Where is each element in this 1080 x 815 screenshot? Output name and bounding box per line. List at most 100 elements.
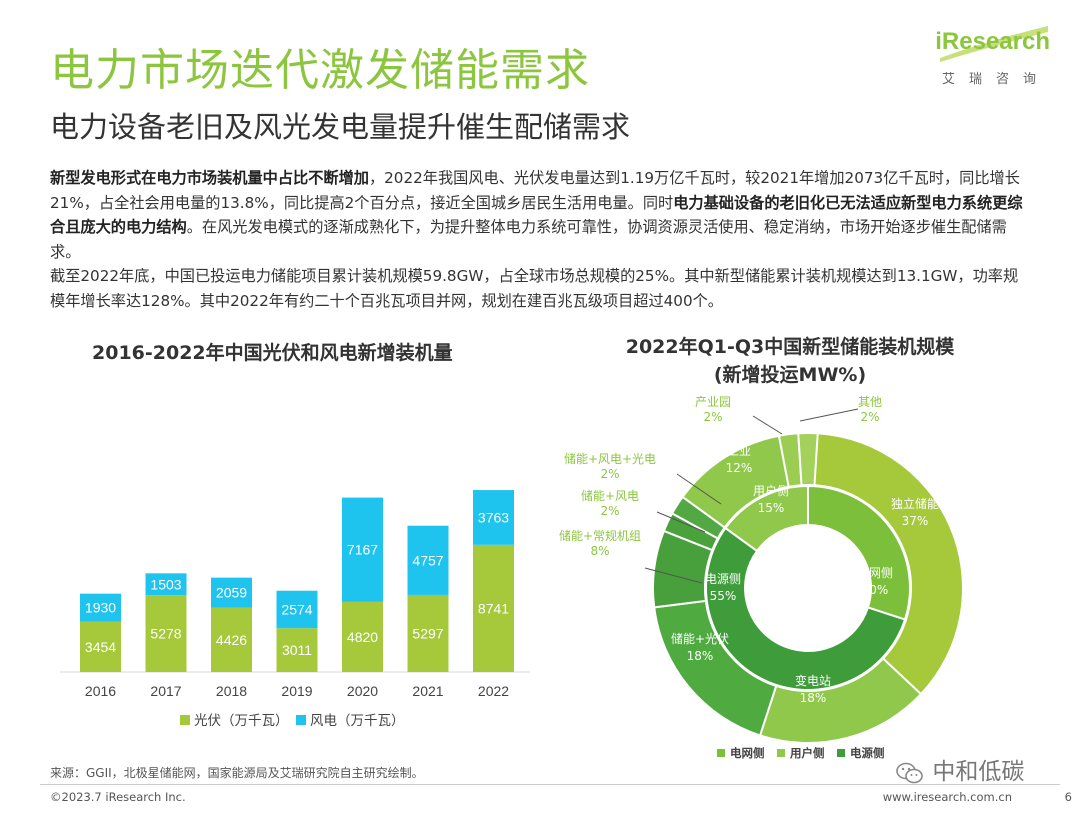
donut-inner-slice-1 [724,484,809,553]
x-tick-label: 2022 [478,683,509,699]
donut-inner-slice-0 [807,484,911,621]
bar-solar-2017 [145,595,187,672]
data-label-solar-2021: 5297 [412,625,443,641]
bar-wind-2022 [473,490,514,545]
callout-label-3: 储能+常规机组 [559,528,641,543]
bar-solar-2016 [80,621,121,672]
x-tick-label: 2019 [281,683,312,699]
bar-chart-title: 2016-2022年中国光伏和风电新增装机量 [92,342,453,364]
data-label-solar-2019: 3011 [282,642,312,658]
bar-solar-2019 [276,628,318,672]
donut-chart: 电网侧 30% 用户侧 15% 电源侧 55% 独立储能 37% 变电站 18% 储能+光伏 18% 工… [559,395,964,760]
paragraph-1: 新型发电形式在电力市场装机量中占比不断增加，2022年我国风电、光伏发电量达到1… [50,166,1030,264]
bold-phrase-2: 电力基础设备的老旧化已无法适应新型电力系统更综合且庞大的电力结构 [50,193,1023,237]
callout-pct-3: 8% [590,544,609,558]
data-label-solar-2022: 8741 [478,600,509,616]
callout-label-5: 储能+风电+光电 [564,451,656,466]
iresearch-logo: iResearch 艾瑞咨询 [920,26,1050,92]
leader-line-8 [799,408,859,422]
website-link[interactable]: www.iresearch.com.cn [882,790,1012,804]
legend-swatch-0 [717,749,725,757]
bar-solar-2020 [342,601,383,672]
bar-wind-2018 [211,577,252,608]
outer-label-0: 独立储能 [891,496,939,511]
data-label-wind-2016: 1930 [85,600,116,616]
legend-label-wind: 风电（万千瓦） [310,713,405,729]
bar-solar-2022 [473,544,514,672]
data-label-solar-2018: 4426 [216,632,247,648]
source-note: 来源：GGII，北极星储能网，国家能源局及艾瑞研究院自主研究绘制。 [50,766,424,780]
copyright: ©2023.7 iResearch Inc. [50,790,186,804]
outer-label-6: 工业 [727,444,751,458]
x-tick-label: 2018 [216,683,247,699]
donut-outer-slice-0 [807,431,964,696]
logo-cn: 艾瑞咨询 [941,72,1050,87]
inner-label-2: 电源侧 [705,572,741,586]
watermark: 中和低碳 [895,752,1024,786]
legend-swatch-1 [777,749,785,757]
logo-text: iResearch [935,28,1050,55]
footer-divider [40,784,1060,785]
x-tick-label: 2016 [85,683,116,699]
callout-label-7: 产业园 [695,395,731,409]
leader-line-3 [644,567,703,584]
data-label-wind-2019: 2574 [281,601,312,617]
legend-label-1: 用户侧 [789,746,825,760]
text-2: 。在风光发电模式的逐渐成熟化下，为提升整体电力系统可靠性，协调资源灵活使用、稳定… [50,218,1007,261]
legend-label-2: 电源侧 [850,746,885,760]
bar-solar-2021 [407,594,449,672]
page-title: 电力市场迭代激发储能需求 [50,45,590,96]
inner-pct-0: 30% [862,583,889,597]
data-label-solar-2016: 3454 [85,639,116,655]
data-label-wind-2018: 2059 [216,585,247,601]
inner-pct-2: 55% [710,589,737,603]
page-subtitle: 电力设备老旧及风光发电量提升催生配储需求 [50,110,631,144]
outer-label-2: 储能+光伏 [671,631,729,646]
outer-pct-6: 12% [726,461,753,475]
legend-label-0: 电网侧 [730,746,765,760]
x-tick-label: 2021 [412,683,443,699]
callout-pct-4: 2% [600,504,619,518]
data-label-wind-2022: 3763 [478,509,509,525]
bar-chart: 3454 1930 2016 5278 1503 2017 4426 2059 2018 3011… [60,490,530,729]
data-label-solar-2020: 4820 [347,629,378,645]
leader-line-7 [752,415,783,435]
data-label-solar-2017: 5278 [150,626,181,642]
watermark-text: 中和低碳 [932,759,1025,785]
inner-label-0: 电网侧 [857,566,893,580]
callout-pct-7: 2% [703,410,722,424]
text-1: ，2022年我国风电、光伏发电量达到1.19万亿千瓦时，较2021年增加2073… [50,169,1020,212]
legend-swatch-2 [837,749,845,757]
callout-pct-8: 2% [860,410,879,424]
bar-wind-2019 [276,590,318,629]
pie-chart-title-line1: 2022年Q1-Q3中国新型储能装机规模 [625,336,955,358]
callout-pct-5: 2% [600,467,619,481]
outer-pct-2: 18% [687,649,714,663]
callout-label-4: 储能+风电 [581,488,639,503]
bar-wind-2021 [407,525,449,595]
logo-swoosh-icon [940,26,1048,62]
x-tick-label: 2017 [150,683,181,699]
legend-swatch-solar [180,715,190,725]
donut-outer-slice-8 [797,432,819,487]
data-label-wind-2017: 1503 [150,576,181,592]
bar-wind-2020 [342,497,383,602]
leader-line-4 [656,511,706,533]
bar-wind-2017 [145,573,187,596]
legend-label-solar: 光伏（万千瓦） [194,713,289,729]
bar-solar-2018 [211,607,252,672]
donut-inner-slice-2 [705,526,907,691]
data-label-wind-2021: 4757 [412,552,443,568]
paragraph-2: 截至2022年底，中国已投运电力储能项目累计装机规模59.8GW，占全球市场总规… [50,267,1019,310]
wechat-icon [896,762,923,783]
pie-chart-title: 2022年Q1-Q3中国新型储能装机规模 (新增投运MW%) [575,333,1005,389]
callout-label-8: 其他 [858,395,882,409]
page-number: 6 [1064,790,1072,804]
x-tick-label: 2020 [347,683,378,699]
bold-phrase-1: 新型发电形式在电力市场装机量中占比不断增加 [50,169,369,187]
pie-chart-title-line2: (新增投运MW%) [713,364,867,386]
outer-label-1: 变电站 [795,673,831,688]
outer-pct-1: 18% [800,691,827,705]
data-label-wind-2020: 7167 [347,542,378,558]
body-text: 新型发电形式在电力市场装机量中占比不断增加，2022年我国风电、光伏发电量达到1… [50,166,1030,313]
